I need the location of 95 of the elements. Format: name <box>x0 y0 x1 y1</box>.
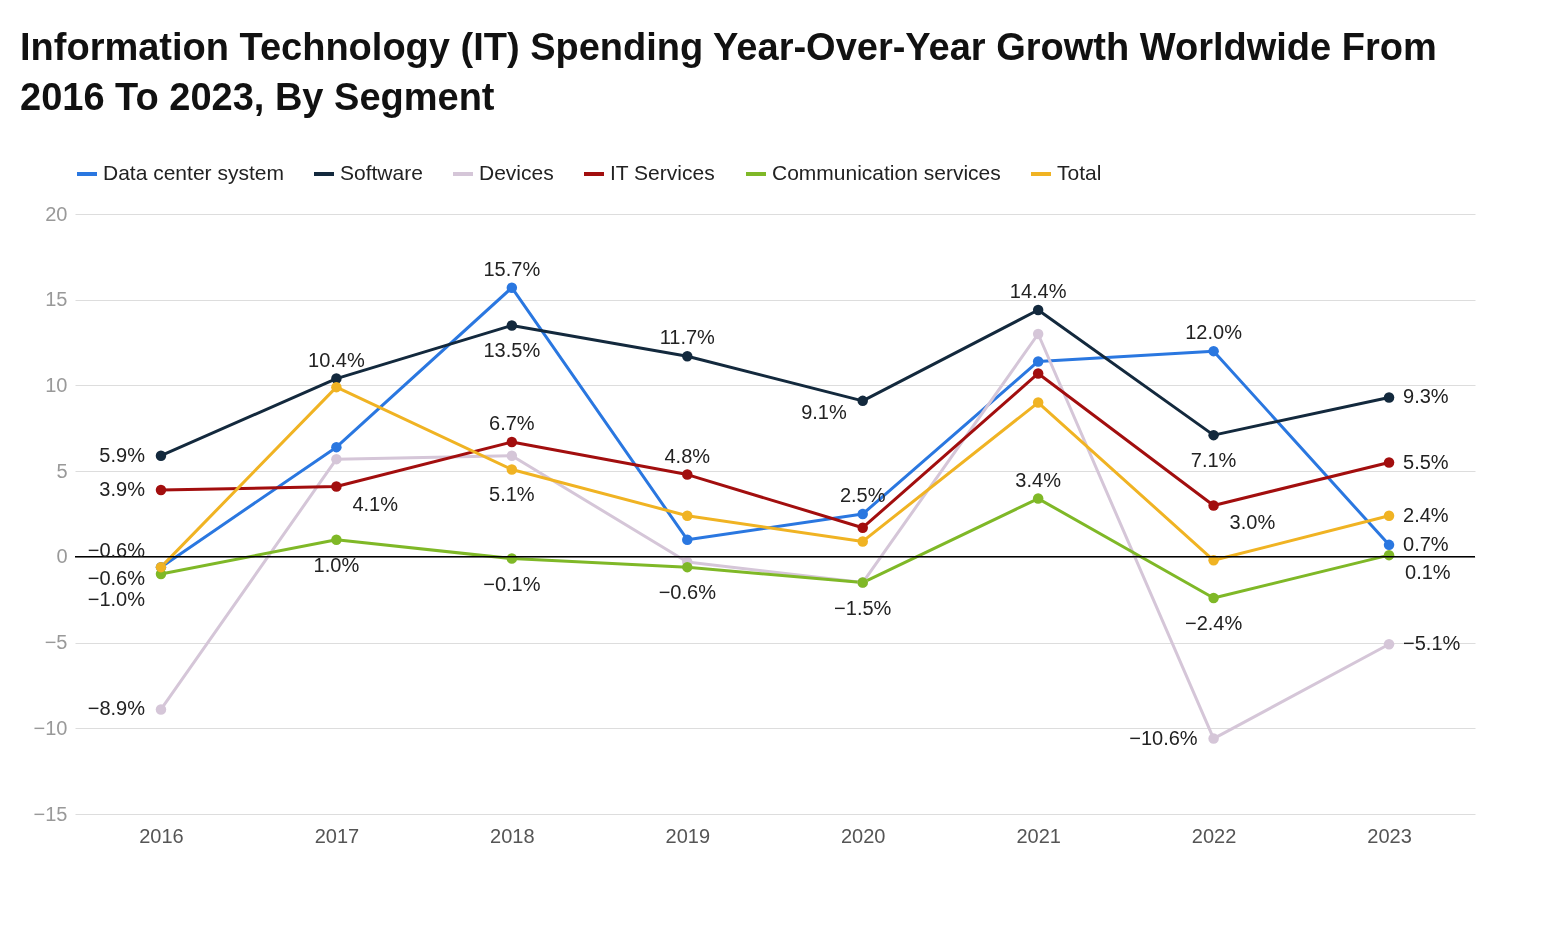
point <box>331 441 342 453</box>
point <box>1032 304 1044 316</box>
point <box>506 320 518 331</box>
data-label: 14.4% <box>1009 280 1067 302</box>
point <box>155 484 167 496</box>
point <box>506 436 518 448</box>
legend-label: Communication services <box>772 161 1001 184</box>
y-tick-label: 5 <box>56 459 68 482</box>
y-tick-label: 10 <box>45 373 68 396</box>
point <box>682 351 693 362</box>
data-label: 6.7% <box>489 412 535 434</box>
point <box>331 381 342 393</box>
data-label: 0.7% <box>1403 532 1449 555</box>
data-label: 3.0% <box>1229 511 1276 534</box>
data-label: 9.3% <box>1403 385 1449 408</box>
point <box>155 704 167 715</box>
point <box>1208 345 1219 357</box>
chart-title: Information Technology (IT) Spending Year-Over-Year Growth Worldwide From 2016 To 2023, By Segment <box>20 25 1438 120</box>
data-label: 9.1% <box>801 400 847 423</box>
data-label: 5.9% <box>99 443 146 466</box>
point <box>506 282 518 293</box>
point <box>155 450 167 461</box>
x-tick-label: 2018 <box>490 824 535 847</box>
point <box>857 536 868 547</box>
x-tick-label: 2019 <box>665 824 711 847</box>
point <box>331 373 342 384</box>
data-label: 7.1% <box>1190 449 1237 472</box>
legend-label: Data center system <box>103 161 284 184</box>
point <box>682 510 693 521</box>
data-label: −0.6% <box>87 567 146 590</box>
y-tick-label: −15 <box>33 802 68 825</box>
point <box>682 561 693 573</box>
data-label: 3.9% <box>99 478 146 500</box>
point <box>1032 328 1044 340</box>
data-label: −1.5% <box>834 596 892 619</box>
point <box>331 453 342 465</box>
data-label: −0.1% <box>483 572 541 595</box>
point <box>1032 356 1044 367</box>
data-label: −5.1% <box>1403 632 1461 655</box>
point <box>1208 429 1219 441</box>
y-tick-label: 15 <box>45 288 68 311</box>
x-tick-label: 2020 <box>840 824 886 847</box>
point <box>331 534 342 545</box>
point <box>1032 397 1044 408</box>
point <box>857 522 868 533</box>
point <box>1383 510 1395 521</box>
legend-label: Devices <box>479 161 554 184</box>
data-label: −0.6% <box>658 581 717 604</box>
x-tick-label: 2022 <box>1191 824 1237 847</box>
data-label: 3.4% <box>1015 468 1062 491</box>
point <box>1383 539 1395 551</box>
point <box>1208 500 1219 511</box>
legend-label: IT Services <box>610 161 715 184</box>
point <box>331 481 342 492</box>
data-label: 5.1% <box>489 483 535 506</box>
point <box>1383 392 1395 403</box>
y-tick-label: −5 <box>44 631 68 654</box>
y-tick-label: 0 <box>56 545 68 568</box>
data-label: 12.0% <box>1185 321 1243 344</box>
point <box>1383 639 1395 650</box>
point <box>682 534 693 545</box>
data-label: 2.5% <box>839 484 886 506</box>
x-tick-label: 2017 <box>314 824 360 847</box>
point <box>857 395 868 407</box>
data-label: 4.1% <box>352 492 399 515</box>
y-tick-label: 20 <box>45 202 68 225</box>
point <box>857 508 868 520</box>
data-label: 15.7% <box>483 257 541 280</box>
legend-label: Software <box>340 161 423 184</box>
point <box>506 464 518 475</box>
data-label: 2.4% <box>1403 503 1449 526</box>
data-label: −10.6% <box>1129 726 1198 749</box>
y-tick-label: −10 <box>33 716 68 739</box>
data-label: −8.9% <box>87 697 146 720</box>
data-label: 11.7% <box>659 326 716 349</box>
data-label: 5.5% <box>1403 450 1449 473</box>
data-label: 10.4% <box>308 348 365 371</box>
data-label: 0.1% <box>1405 561 1451 584</box>
legend-label: Total <box>1057 161 1102 184</box>
data-label: −1.0% <box>87 588 146 610</box>
point <box>1032 493 1044 504</box>
point <box>1208 592 1219 604</box>
data-label: 1.0% <box>313 553 360 576</box>
point <box>1208 733 1219 744</box>
x-tick-label: 2021 <box>1016 824 1061 847</box>
data-label: 4.8% <box>664 444 711 467</box>
data-label: −0.6% <box>87 539 146 562</box>
data-label: −2.4% <box>1184 612 1243 634</box>
point <box>1383 457 1395 468</box>
x-tick-label: 2023 <box>1367 824 1412 847</box>
point <box>682 469 693 480</box>
point <box>1032 368 1044 379</box>
x-tick-label: 2016 <box>139 824 184 847</box>
data-label: 13.5% <box>483 339 541 362</box>
point <box>506 450 518 461</box>
